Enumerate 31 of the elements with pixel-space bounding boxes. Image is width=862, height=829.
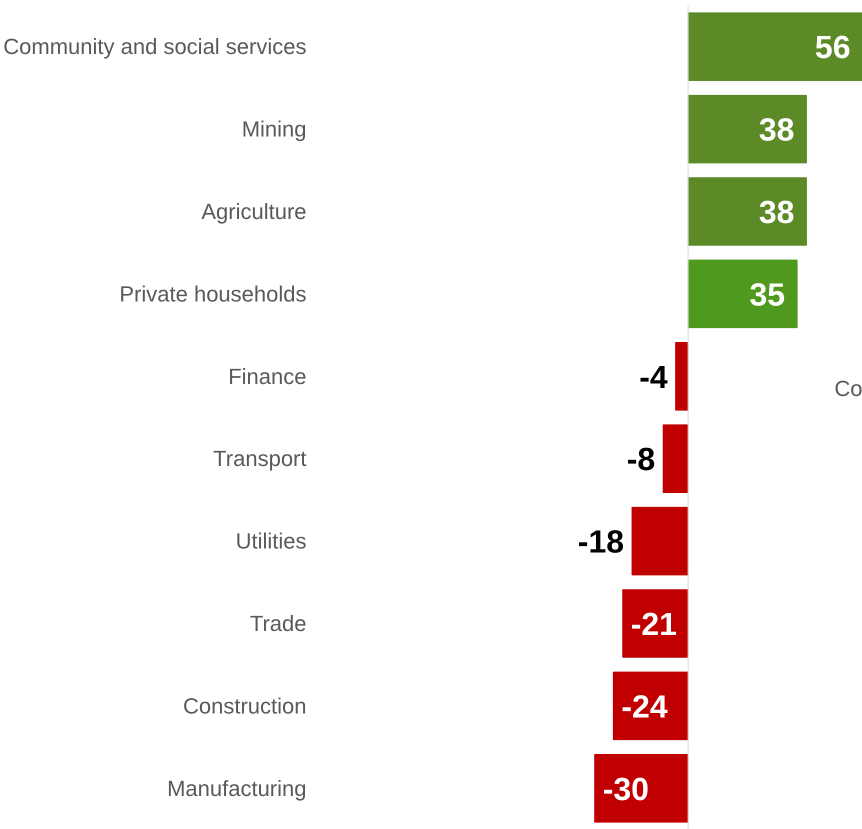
bar [594,754,689,823]
y-tick-label: Agriculture [201,199,306,224]
y-tick-label: Transport [213,446,306,472]
bar [622,589,689,658]
annotation: Co [834,376,862,402]
y-tick-label: Trade [250,611,306,636]
y-tick-label: Construction [182,693,307,718]
data-label: -21 [630,606,677,642]
bar [632,506,689,576]
data-label: -4 [639,358,668,395]
data-label: 38 [758,112,794,148]
y-tick-label: Finance [228,364,307,389]
data-label: -24 [621,688,668,724]
bar [612,672,689,740]
data-label: 56 [814,29,850,66]
data-label: -30 [602,770,649,807]
bar [662,424,689,493]
y-tick-label: Utilities [236,528,307,554]
data-label: 38 [758,194,794,230]
data-label: 35 [750,276,786,312]
bar [688,177,807,246]
y-tick-label: Private households [119,281,307,306]
data-label: -18 [578,524,624,560]
bar [675,342,689,411]
bar [688,94,807,164]
y-tick-label: Manufacturing [167,776,307,801]
bar [688,260,798,328]
bar [688,12,862,81]
y-tick-label: Mining [242,116,307,142]
y-tick-label: Community and social services [3,34,307,60]
data-label: -8 [626,441,656,478]
